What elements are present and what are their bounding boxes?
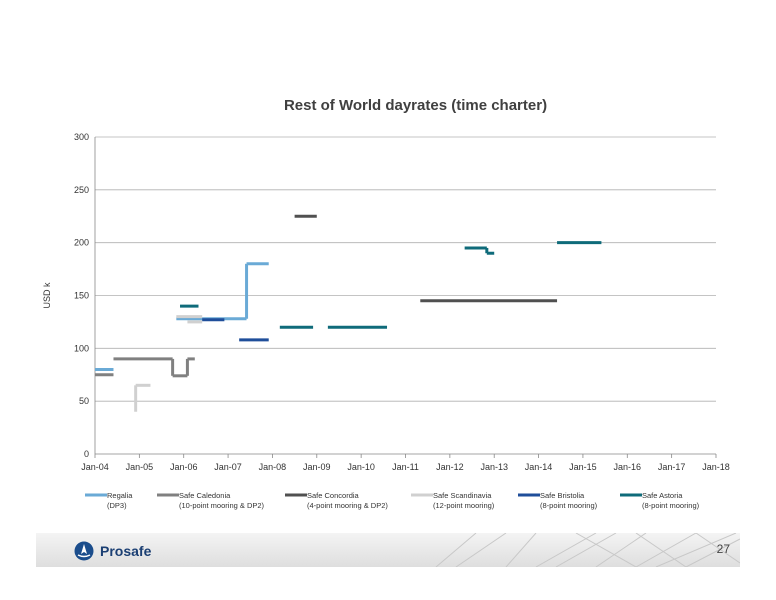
legend-label-safe-caledonia: Safe Caledonia — [179, 491, 231, 500]
legend-label-safe-scandinavia: Safe Scandinavia — [433, 491, 492, 500]
legend-detail-safe-bristolia: (8-point mooring) — [540, 501, 598, 510]
x-tick-label: Jan-15 — [569, 462, 597, 472]
legend-label-safe-concordia: Safe Concordia — [307, 491, 360, 500]
x-tick-label: Jan-10 — [347, 462, 375, 472]
x-tick-label: Jan-07 — [214, 462, 242, 472]
legend-detail-regalia: (DP3) — [107, 501, 127, 510]
x-tick-label: Jan-17 — [658, 462, 686, 472]
legend-detail-safe-concordia: (4-point mooring & DP2) — [307, 501, 388, 510]
legend-label-safe-astoria: Safe Astoria — [642, 491, 683, 500]
y-tick-label: 150 — [74, 291, 89, 301]
y-tick-label: 0 — [84, 449, 89, 459]
x-tick-label: Jan-13 — [480, 462, 508, 472]
y-tick-label: 200 — [74, 238, 89, 248]
x-tick-label: Jan-09 — [303, 462, 331, 472]
x-tick-label: Jan-18 — [702, 462, 730, 472]
chart-title: Rest of World dayrates (time charter) — [284, 97, 547, 114]
prosafe-logo: Prosafe — [74, 540, 151, 562]
brand-name: Prosafe — [100, 543, 152, 559]
legend-detail-safe-astoria: (8-point mooring) — [642, 501, 700, 510]
prosafe-logo-icon — [74, 541, 94, 561]
x-tick-label: Jan-12 — [436, 462, 464, 472]
legend-detail-safe-scandinavia: (12-point mooring) — [433, 501, 495, 510]
footer-decoration — [435, 533, 740, 567]
x-tick-label: Jan-14 — [525, 462, 553, 472]
page-number: 27 — [716, 542, 730, 556]
y-tick-label: 50 — [79, 396, 89, 406]
x-tick-label: Jan-16 — [614, 462, 642, 472]
x-tick-label: Jan-08 — [259, 462, 287, 472]
legend-detail-safe-caledonia: (10-point mooring & DP2) — [179, 501, 265, 510]
x-tick-label: Jan-04 — [81, 462, 109, 472]
footer-bar: Prosafe 27 — [36, 533, 740, 567]
legend-label-regalia: Regalia — [107, 491, 133, 500]
y-tick-label: 100 — [74, 343, 89, 353]
legend-label-safe-bristolia: Safe Bristolia — [540, 491, 585, 500]
y-tick-label: 300 — [74, 132, 89, 142]
y-tick-label: 250 — [74, 185, 89, 195]
x-tick-label: Jan-05 — [126, 462, 154, 472]
x-tick-label: Jan-11 — [392, 462, 419, 472]
x-tick-label: Jan-06 — [170, 462, 198, 472]
chart: Rest of World dayrates (time charter) 0 50… — [42, 97, 730, 510]
y-axis-label: USD k — [42, 282, 52, 309]
